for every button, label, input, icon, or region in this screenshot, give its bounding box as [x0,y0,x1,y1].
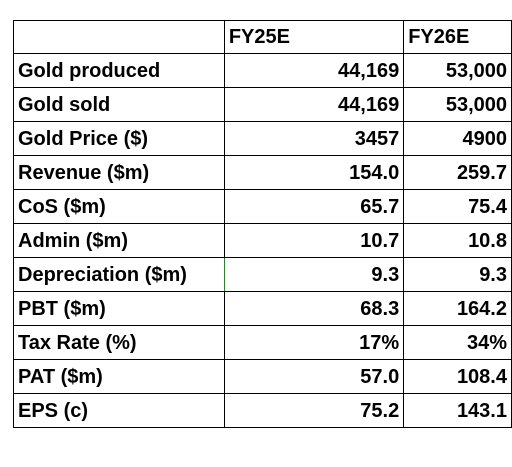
cell-fy25e: 154.0 [223,155,405,190]
cell-fy25e: 10.7 [223,223,405,258]
table-row: Gold sold 44,169 53,000 [13,87,512,122]
cell-fy25e: 44,169 [223,87,405,122]
cell-fy26e: 10.8 [403,223,512,258]
cell-fy25e: 65.7 [223,189,405,224]
table-row: PAT ($m) 57.0 108.4 [13,359,512,394]
table-header-row: FY25E FY26E [13,20,512,54]
cell-fy25e: 57.0 [223,359,405,394]
cell-fy25e: 44,169 [223,53,405,88]
cell-fy26e: 4900 [403,121,512,156]
cell-fy26e: 53,000 [403,87,512,122]
table-row: Depreciation ($m) 9.3 9.3 [13,257,512,292]
cell-fy26e: 259.7 [403,155,512,190]
row-label: CoS ($m) [13,189,225,224]
table-row: Admin ($m) 10.7 10.8 [13,223,512,258]
cell-fy26e: 108.4 [403,359,512,394]
row-label: PBT ($m) [13,291,225,326]
table-row: Tax Rate (%) 17% 34% [13,325,512,360]
row-label: Gold produced [13,53,225,88]
table-row: Gold produced 44,169 53,000 [13,53,512,88]
table-row: CoS ($m) 65.7 75.4 [13,189,512,224]
cell-fy26e: 143.1 [403,393,512,428]
row-label: EPS (c) [13,393,225,428]
header-fy26e: FY26E [403,20,512,54]
cell-fy25e: 75.2 [223,393,405,428]
table-row: Revenue ($m) 154.0 259.7 [13,155,512,190]
table-row: Gold Price ($) 3457 4900 [13,121,512,156]
cell-fy26e: 75.4 [403,189,512,224]
cell-fy25e: 17% [223,325,405,360]
row-label: PAT ($m) [13,359,225,394]
table-row: EPS (c) 75.2 143.1 [13,393,512,428]
cell-fy26e: 53,000 [403,53,512,88]
row-label: Gold sold [13,87,225,122]
cell-fy25e: 9.3 [223,257,405,292]
header-fy25e: FY25E [223,20,405,54]
row-label: Gold Price ($) [13,121,225,156]
row-label: Tax Rate (%) [13,325,225,360]
cell-fy26e: 9.3 [403,257,512,292]
row-label: Admin ($m) [13,223,225,258]
row-label: Depreciation ($m) [13,257,225,292]
row-label: Revenue ($m) [13,155,225,190]
table-row: PBT ($m) 68.3 164.2 [13,291,512,326]
cell-fy26e: 164.2 [403,291,512,326]
cell-fy25e: 3457 [223,121,405,156]
header-corner-cell [13,20,225,54]
cell-fy26e: 34% [403,325,512,360]
financial-forecast-table: FY25E FY26E Gold produced 44,169 53,000 … [13,20,512,428]
financial-table-container: FY25E FY26E Gold produced 44,169 53,000 … [13,20,512,428]
cell-fy25e: 68.3 [223,291,405,326]
